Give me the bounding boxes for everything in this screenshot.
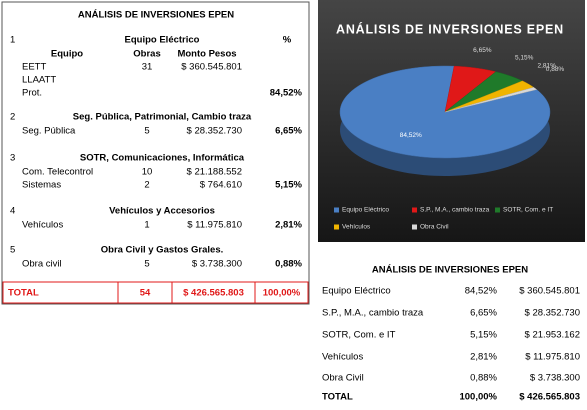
legend-label: S.P., M.A., cambio traza — [420, 207, 490, 214]
pie-label: 0,88% — [546, 66, 565, 73]
section-heading: Equipo Eléctrico — [125, 35, 200, 46]
legend-swatch — [334, 224, 339, 230]
row-name: Vehículos — [322, 352, 363, 363]
row-amount: $ 11.975.810 — [525, 352, 580, 363]
total-text: $ 426.565.803 — [183, 288, 244, 299]
cell: Prot. — [22, 88, 42, 99]
section-number: 3 — [10, 153, 15, 164]
cell: 1 — [144, 220, 149, 231]
left-table-frame — [1, 1, 310, 305]
legend-swatch — [412, 207, 417, 213]
row-percent: 84,52% — [465, 286, 498, 297]
legend-label: Obra Civil — [420, 224, 449, 231]
section-number: 4 — [10, 206, 15, 217]
cell: LLAATT — [22, 75, 56, 86]
total-amount: $ 426.565.803 — [519, 392, 580, 403]
row-name: S.P., M.A., cambio traza — [322, 308, 424, 319]
pie-slice — [444, 65, 497, 113]
chart-title: ANÁLISIS DE INVERSIONES EPEN — [336, 21, 564, 36]
total-cell — [254, 281, 309, 304]
cell: Com. Telecontrol — [22, 167, 93, 178]
row-name: SOTR, Com. e IT — [322, 330, 396, 341]
row-percent: 5,15% — [470, 330, 497, 341]
row-percent: 2,81% — [470, 352, 497, 363]
section-heading: Obra Civil y Gastos Grales. — [101, 245, 224, 256]
column-header: Obras — [133, 49, 160, 60]
section-number: 1 — [10, 35, 15, 46]
legend-swatch — [334, 207, 339, 213]
cell: $ 11.975.810 — [187, 220, 242, 231]
cell: EETT — [22, 62, 46, 73]
section-percent: 84,52% — [270, 88, 303, 99]
cell: 2 — [144, 180, 149, 191]
section-percent: 2,81% — [275, 220, 302, 231]
section-heading: SOTR, Comunicaciones, Informática — [80, 153, 245, 164]
cell: $ 764.610 — [200, 180, 242, 191]
row-percent: 6,65% — [470, 308, 497, 319]
cell: 10 — [142, 167, 153, 178]
row-percent: 0,88% — [470, 373, 497, 384]
row-amount: $ 21.953.162 — [525, 330, 580, 341]
row-name: Equipo Eléctrico — [322, 286, 391, 297]
cell: $ 28.352.730 — [187, 126, 242, 137]
section-percent: 0,88% — [275, 259, 302, 270]
pie-label: 2,81% — [537, 63, 556, 70]
total-name: TOTAL — [322, 392, 353, 403]
legend-swatch — [412, 224, 417, 230]
pie-label: 5,15% — [515, 55, 534, 62]
row-amount: $ 28.352.730 — [525, 308, 580, 319]
total-text: TOTAL — [8, 288, 39, 299]
section-percent: 6,65% — [275, 126, 302, 137]
section-number: 5 — [10, 245, 15, 256]
legend-swatch — [495, 207, 500, 213]
total-percent: 100,00% — [459, 392, 497, 403]
section-heading: Seg. Pública, Patrimonial, Cambio traza — [73, 112, 252, 123]
pie-slice — [444, 87, 538, 113]
cell: $ 360.545.801 — [181, 62, 242, 73]
column-header: Monto Pesos — [177, 49, 236, 60]
row-amount: $ 360.545.801 — [519, 286, 580, 297]
pie-slice — [444, 71, 524, 113]
cell: $ 21.188.552 — [187, 167, 242, 178]
total-text: 100,00% — [263, 288, 301, 299]
cell: Vehículos — [22, 220, 63, 231]
row-name: Obra Civil — [322, 373, 364, 384]
cell: 31 — [142, 62, 153, 73]
cell: Seg. Pública — [22, 126, 76, 137]
cell: $ 3.738.300 — [192, 259, 242, 270]
section-heading: Vehículos y Accesorios — [109, 206, 215, 217]
percent-header: % — [283, 35, 292, 46]
legend-label: SOTR, Com. e IT — [503, 207, 553, 214]
right-title: ANÁLISIS DE INVERSIONES EPEN — [372, 265, 528, 276]
pie-label: 84,52% — [400, 132, 422, 139]
section-percent: 5,15% — [275, 180, 302, 191]
left-title: ANÁLISIS DE INVERSIONES EPEN — [78, 10, 234, 21]
cell: Obra civil — [22, 259, 62, 270]
cell: Sistemas — [22, 180, 61, 191]
total-text: 54 — [140, 288, 151, 299]
row-amount: $ 3.738.300 — [530, 373, 580, 384]
legend-label: Equipo Eléctrico — [342, 207, 389, 214]
pie-label: 6,65% — [473, 47, 492, 54]
cell: 5 — [144, 259, 149, 270]
column-header: Equipo — [51, 49, 83, 60]
legend-label: Vehículos — [342, 224, 371, 231]
section-number: 2 — [10, 112, 15, 123]
cell: 5 — [144, 126, 149, 137]
